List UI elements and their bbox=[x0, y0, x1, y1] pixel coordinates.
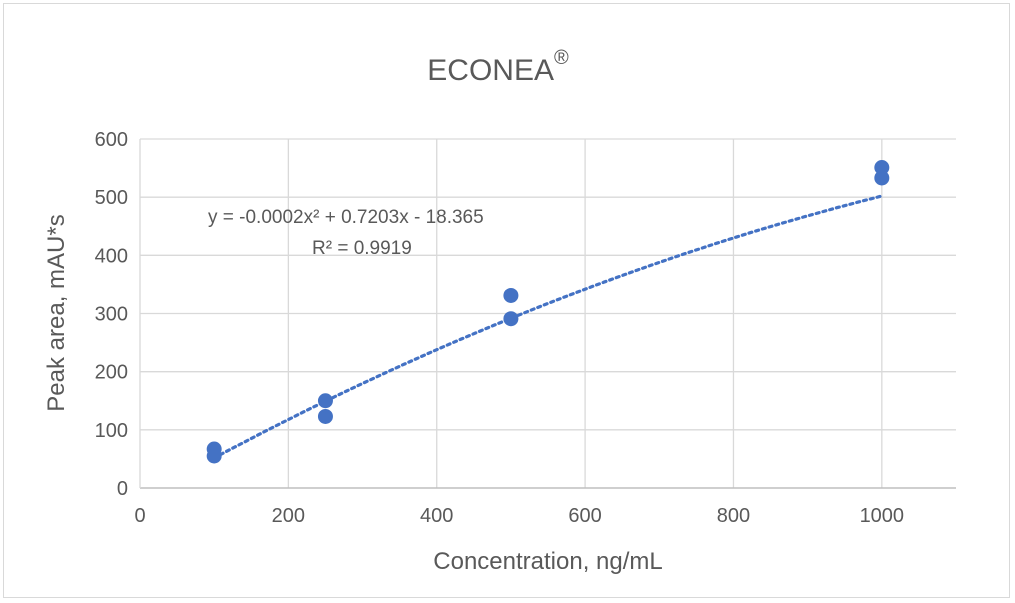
r-squared-label: R² = 0.9919 bbox=[312, 238, 412, 259]
y-tick-label: 400 bbox=[95, 245, 128, 267]
data-point bbox=[503, 287, 519, 303]
trendline bbox=[212, 194, 884, 460]
x-tick-labels: 0 200 400 600 800 1000 bbox=[134, 505, 904, 527]
x-axis-label: Concentration, ng/mL bbox=[433, 548, 662, 575]
y-tick-label: 100 bbox=[95, 420, 128, 442]
data-point bbox=[317, 408, 333, 424]
chart-title-superscript: ® bbox=[554, 47, 569, 69]
data-point bbox=[503, 311, 519, 327]
chart-title: ECONEA® bbox=[427, 47, 569, 87]
data-point bbox=[206, 448, 222, 464]
x-tick-label: 600 bbox=[568, 505, 601, 527]
trendline-group bbox=[212, 194, 884, 460]
data-point bbox=[317, 393, 333, 409]
data-point bbox=[874, 160, 890, 176]
data-point bbox=[874, 170, 890, 186]
data-points bbox=[206, 160, 890, 464]
y-tick-label: 600 bbox=[95, 129, 128, 151]
x-tick-label: 200 bbox=[272, 505, 305, 527]
chart-title-main: ECONEA bbox=[427, 54, 554, 87]
y-tick-label: 0 bbox=[117, 478, 128, 500]
gridlines bbox=[140, 138, 956, 488]
x-tick-label: 400 bbox=[420, 505, 453, 527]
x-tick-label: 800 bbox=[717, 505, 750, 527]
y-tick-label: 300 bbox=[95, 304, 128, 326]
x-tick-label: 1000 bbox=[860, 505, 905, 527]
x-tick-label: 0 bbox=[134, 505, 145, 527]
axes bbox=[139, 139, 956, 489]
y-tick-label: 500 bbox=[95, 187, 128, 209]
y-tick-label: 200 bbox=[95, 362, 128, 384]
y-tick-labels: 0 100 200 300 400 500 600 bbox=[95, 129, 128, 500]
trendline-equation: y = -0.0002x² + 0.7203x - 18.365 bbox=[208, 207, 484, 228]
y-axis-label: Peak area, mAU*s bbox=[43, 214, 70, 411]
